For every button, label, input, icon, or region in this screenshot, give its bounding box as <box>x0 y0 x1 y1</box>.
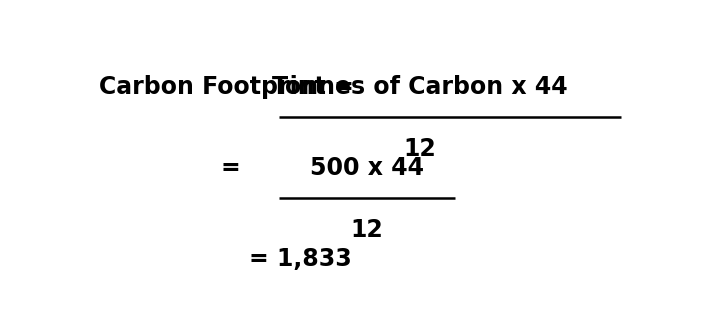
Text: 12: 12 <box>403 137 436 161</box>
Text: 500 x 44: 500 x 44 <box>310 156 424 181</box>
Text: Carbon Footprint =: Carbon Footprint = <box>99 75 362 100</box>
Text: Tonnes of Carbon x 44: Tonnes of Carbon x 44 <box>272 75 567 100</box>
Text: 12: 12 <box>351 218 383 242</box>
Text: =: = <box>220 156 249 181</box>
Text: = 1,833: = 1,833 <box>249 247 351 271</box>
